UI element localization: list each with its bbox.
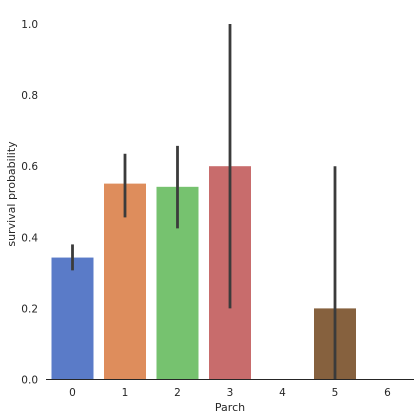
y-tick-label: 1.0 — [21, 19, 38, 31]
x-axis-label: Parch — [215, 401, 245, 414]
y-tick-label: 0.0 — [21, 375, 38, 387]
x-tick-label: 6 — [384, 387, 391, 399]
y-tick-label: 0.8 — [21, 90, 38, 102]
error-bars — [71, 24, 337, 380]
bar — [51, 257, 94, 380]
x-tick-label: 0 — [69, 387, 76, 399]
x-tick-label: 5 — [332, 387, 339, 399]
y-axis-label: survival probability — [5, 141, 18, 247]
y-tick-label: 0.4 — [21, 232, 38, 244]
bars — [51, 166, 356, 380]
x-tick-label: 4 — [279, 387, 286, 399]
x-tick-label: 3 — [227, 387, 234, 399]
y-tick-label: 0.6 — [21, 161, 38, 173]
y-axis-ticks: 0.0 0.2 0.4 0.6 0.8 1.0 — [21, 19, 38, 387]
y-tick-label: 0.2 — [21, 303, 38, 315]
x-axis-ticks: 0 1 2 3 4 5 6 — [69, 387, 391, 399]
x-tick-label: 2 — [174, 387, 181, 399]
x-tick-label: 1 — [122, 387, 129, 399]
